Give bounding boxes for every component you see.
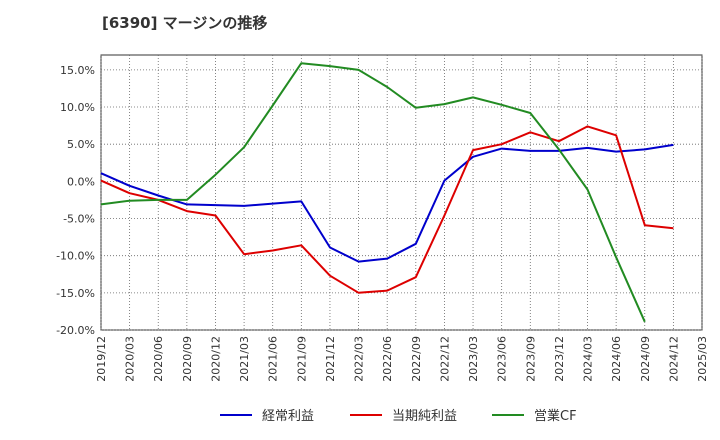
x-tick-label: 2024/12: [667, 336, 680, 382]
x-tick-label: 2024/09: [639, 336, 652, 382]
y-tick-label: -10.0%: [56, 250, 95, 263]
x-tick-label: 2021/03: [238, 336, 251, 382]
series-lines: [100, 62, 674, 323]
x-tick-label: 2022/12: [438, 336, 451, 382]
x-tick-label: 2023/12: [553, 336, 566, 382]
y-tick-label: -20.0%: [56, 324, 95, 337]
y-tick-label: -5.0%: [63, 213, 95, 226]
x-tick-label: 2024/03: [582, 336, 595, 382]
x-tick-label: 2022/03: [353, 336, 366, 382]
x-tick-label: 2020/06: [152, 336, 165, 382]
x-tick-label: 2022/06: [381, 336, 394, 382]
y-tick-label: -15.0%: [56, 287, 95, 300]
x-tick-label: 2020/09: [181, 336, 194, 382]
y-axis-ticks: 15.0% 10.0% 5.0% 0.0% -5.0% -10.0% -15.0% -20.0…: [56, 64, 95, 337]
x-tick-label: 2023/06: [496, 336, 509, 382]
legend-label: 営業CF: [534, 408, 577, 424]
legend-label: 当期純利益: [392, 409, 457, 424]
y-tick-label: 5.0%: [67, 138, 95, 151]
series-line-1: [100, 125, 674, 294]
y-tick-label: 15.0%: [60, 64, 95, 77]
y-tick-label: 10.0%: [60, 101, 95, 114]
grid-lines: [100, 55, 703, 331]
x-tick-label: 2020/03: [124, 336, 137, 382]
x-tick-label: 2023/09: [524, 336, 537, 382]
series-line-0: [100, 143, 674, 263]
x-tick-label: 2022/09: [410, 336, 423, 382]
x-tick-label: 2019/12: [95, 336, 108, 382]
x-tick-label: 2024/06: [610, 336, 623, 382]
x-tick-label: 2025/03: [696, 336, 709, 382]
x-tick-label: 2020/12: [209, 336, 222, 382]
legend: 経常利益 当期純利益 営業CF: [220, 408, 577, 424]
x-axis-ticks: 2019/12 2020/03 2020/06 2020/09 2020/12 2021/…: [95, 336, 709, 382]
x-tick-label: 2021/06: [267, 336, 280, 382]
x-tick-label: 2021/09: [295, 336, 308, 382]
y-tick-label: 0.0%: [67, 175, 95, 188]
series-line-2: [100, 62, 646, 323]
chart-title: [6390] マージンの推移: [102, 14, 268, 32]
x-tick-label: 2021/12: [324, 336, 337, 382]
x-tick-label: 2023/03: [467, 336, 480, 382]
legend-label: 経常利益: [262, 409, 314, 424]
